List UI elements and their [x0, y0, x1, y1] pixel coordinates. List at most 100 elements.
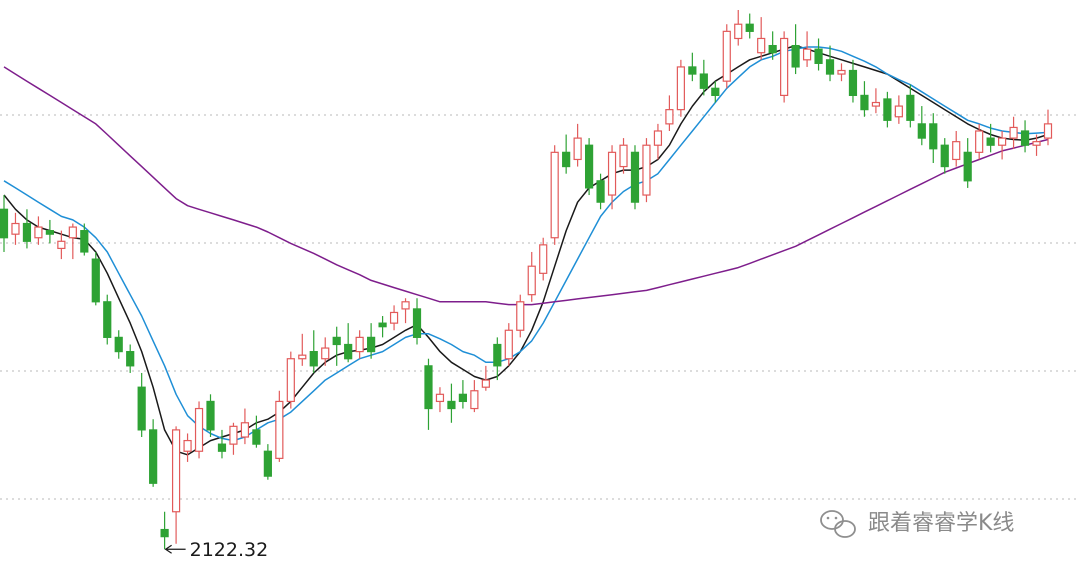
candle-body	[378, 322, 387, 328]
candle-body	[952, 141, 961, 161]
candle	[126, 344, 135, 373]
candle-body	[57, 240, 66, 250]
candle	[481, 365, 490, 391]
candle	[0, 195, 9, 252]
candle-body	[550, 151, 559, 239]
candle	[871, 88, 881, 114]
candle	[802, 31, 812, 67]
candle-body	[573, 137, 582, 161]
candle-body	[734, 23, 743, 40]
candle-body	[11, 222, 20, 235]
candle	[493, 337, 502, 381]
candles	[0, 10, 1053, 550]
candle-body	[149, 429, 158, 484]
candle	[435, 387, 445, 413]
candle	[814, 38, 823, 71]
candle	[1032, 134, 1041, 156]
candle	[1009, 116, 1018, 149]
candle	[780, 31, 789, 103]
candle-body	[389, 311, 399, 324]
candle	[11, 212, 20, 245]
candle-body	[1032, 141, 1041, 146]
candle-body	[837, 69, 846, 75]
candle	[952, 130, 961, 167]
candle	[80, 223, 89, 256]
candle-body	[917, 123, 926, 139]
candle-body	[516, 301, 525, 331]
candle	[286, 351, 295, 409]
candle	[699, 59, 708, 96]
candle-body	[607, 151, 617, 196]
candle-body	[940, 144, 949, 168]
candle-body	[963, 151, 972, 182]
candle	[309, 330, 318, 373]
candle	[160, 511, 169, 550]
low-point-label: 2122.32	[190, 539, 269, 561]
candle-body	[871, 101, 881, 107]
candle-body	[458, 393, 468, 403]
candle	[516, 294, 525, 338]
candle	[906, 84, 915, 128]
candle-body	[309, 351, 318, 367]
candle	[332, 326, 341, 366]
candle-body	[745, 23, 754, 32]
candle	[745, 13, 754, 39]
candle-body	[539, 244, 548, 274]
candle-body	[355, 336, 364, 353]
candle	[963, 138, 972, 188]
candle-body	[240, 422, 250, 438]
grid-lines	[0, 114, 1080, 500]
candle	[45, 219, 54, 244]
candle-body	[332, 336, 341, 346]
candle	[619, 138, 628, 174]
candle-body	[171, 429, 181, 513]
candle-body	[757, 37, 766, 54]
candle	[114, 330, 123, 359]
candle-body	[688, 66, 697, 75]
candle-body	[160, 528, 169, 538]
candle-body	[91, 258, 100, 303]
candle-body	[802, 48, 812, 61]
candle-body	[103, 301, 112, 338]
candle	[344, 323, 353, 363]
candle	[573, 123, 582, 167]
candle	[298, 333, 307, 366]
candle-body	[183, 439, 192, 452]
watermark-text: 跟着睿睿学K线	[868, 511, 1014, 536]
candle-body	[1043, 123, 1053, 139]
candle-body	[584, 144, 594, 189]
candle-body	[894, 105, 903, 118]
candle	[458, 380, 468, 409]
candle	[584, 138, 594, 196]
candle-body	[665, 109, 674, 125]
candle-body	[676, 66, 685, 111]
candle	[676, 59, 685, 117]
candle	[711, 81, 720, 103]
candle	[183, 433, 192, 462]
candle-body	[975, 130, 984, 153]
candle	[103, 294, 112, 345]
candle-body	[68, 226, 77, 239]
candle-body	[986, 137, 995, 146]
candle-body	[630, 151, 640, 203]
low-point-arrowhead	[164, 544, 172, 554]
candle-body	[642, 144, 651, 196]
candle-body	[906, 94, 915, 121]
candle-body	[848, 69, 858, 97]
low-point-annotation: 2122.32	[164, 539, 269, 561]
candle-body	[45, 230, 54, 235]
candle	[367, 323, 376, 359]
candle-body	[470, 390, 479, 410]
candle-body	[780, 37, 789, 97]
candle-body	[137, 386, 146, 431]
watermark: 跟着睿睿学K线	[820, 510, 1014, 538]
candle	[275, 390, 284, 462]
candle	[389, 305, 399, 331]
candle-body	[321, 347, 330, 360]
candle	[1020, 120, 1030, 153]
candle	[424, 358, 433, 430]
candle	[217, 429, 227, 459]
candle-body	[1020, 130, 1030, 146]
candle	[734, 10, 743, 46]
candle-body	[504, 329, 513, 360]
